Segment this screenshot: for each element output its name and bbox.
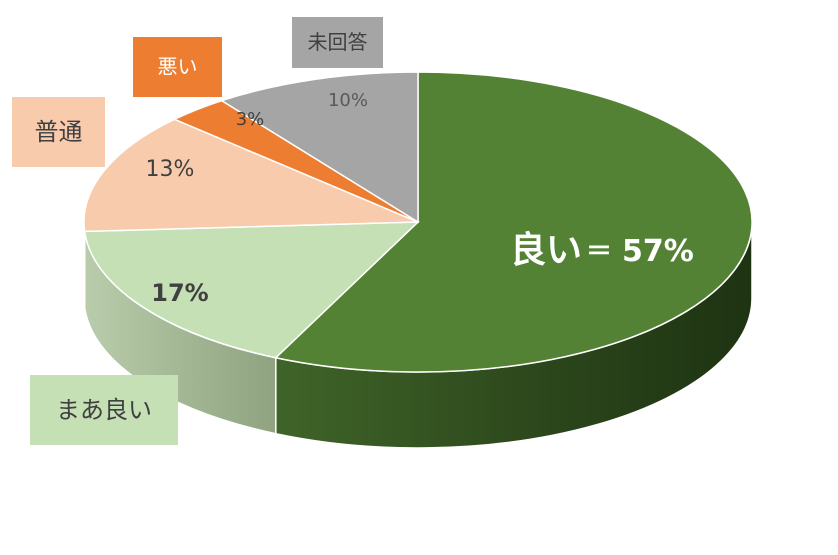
pie-slice [219, 71, 419, 224]
label-box [12, 97, 105, 167]
value-label: 10% [328, 90, 368, 111]
label-box [30, 375, 178, 445]
label-box [292, 17, 383, 68]
category-label: 悪い [158, 55, 198, 79]
category-label: 普通 [35, 118, 83, 146]
pie-slice [83, 221, 420, 359]
value-label: 17% [151, 279, 208, 307]
label-separator: ＝ [586, 237, 612, 267]
label-box [133, 37, 222, 97]
category-label: 未回答 [308, 30, 368, 54]
data-label: 良い＝ 57% [510, 230, 694, 271]
value-label: 13% [146, 157, 195, 182]
category-label: まあ良い [56, 396, 152, 424]
pie-slice [83, 118, 419, 233]
pie-slice [274, 71, 753, 373]
category-label: 良い [510, 230, 582, 271]
value-label: 57% [622, 234, 694, 269]
value-label: 3% [236, 109, 265, 130]
